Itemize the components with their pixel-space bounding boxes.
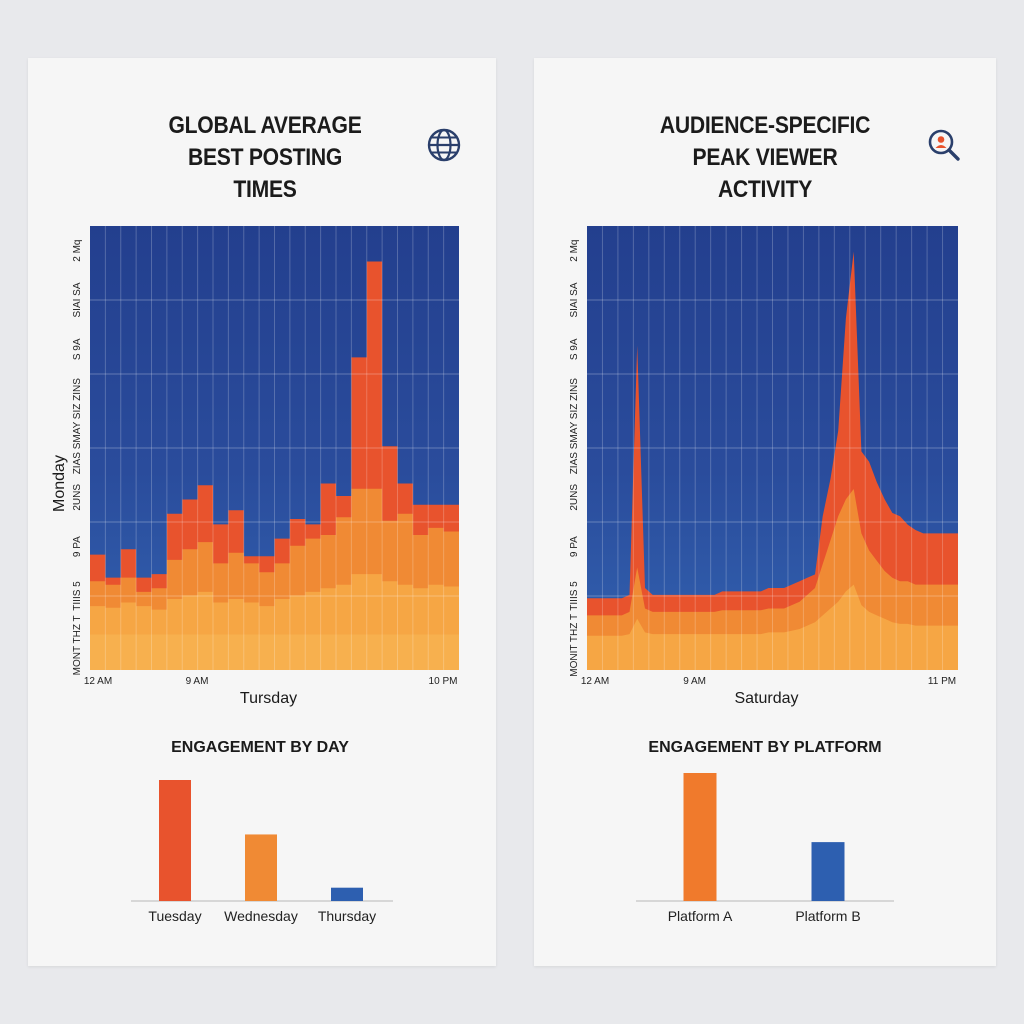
right-title-line1: AUDIENCE-SPECIFIC: [659, 112, 871, 139]
globe-icon[interactable]: [426, 127, 462, 163]
right-panel-title: AUDIENCE-SPECIFIC PEAK VIEWER ACTIVITY: [646, 110, 884, 206]
left-title-line1: GLOBAL AVERAGE: [168, 112, 362, 139]
left-title-line2: BEST POSTING TIMES: [187, 144, 343, 203]
left-panel-title: GLOBAL AVERAGE BEST POSTING TIMES: [155, 110, 375, 206]
search-person-icon[interactable]: [926, 127, 962, 163]
right-title-line2: PEAK VIEWER ACTIVITY: [692, 144, 838, 203]
